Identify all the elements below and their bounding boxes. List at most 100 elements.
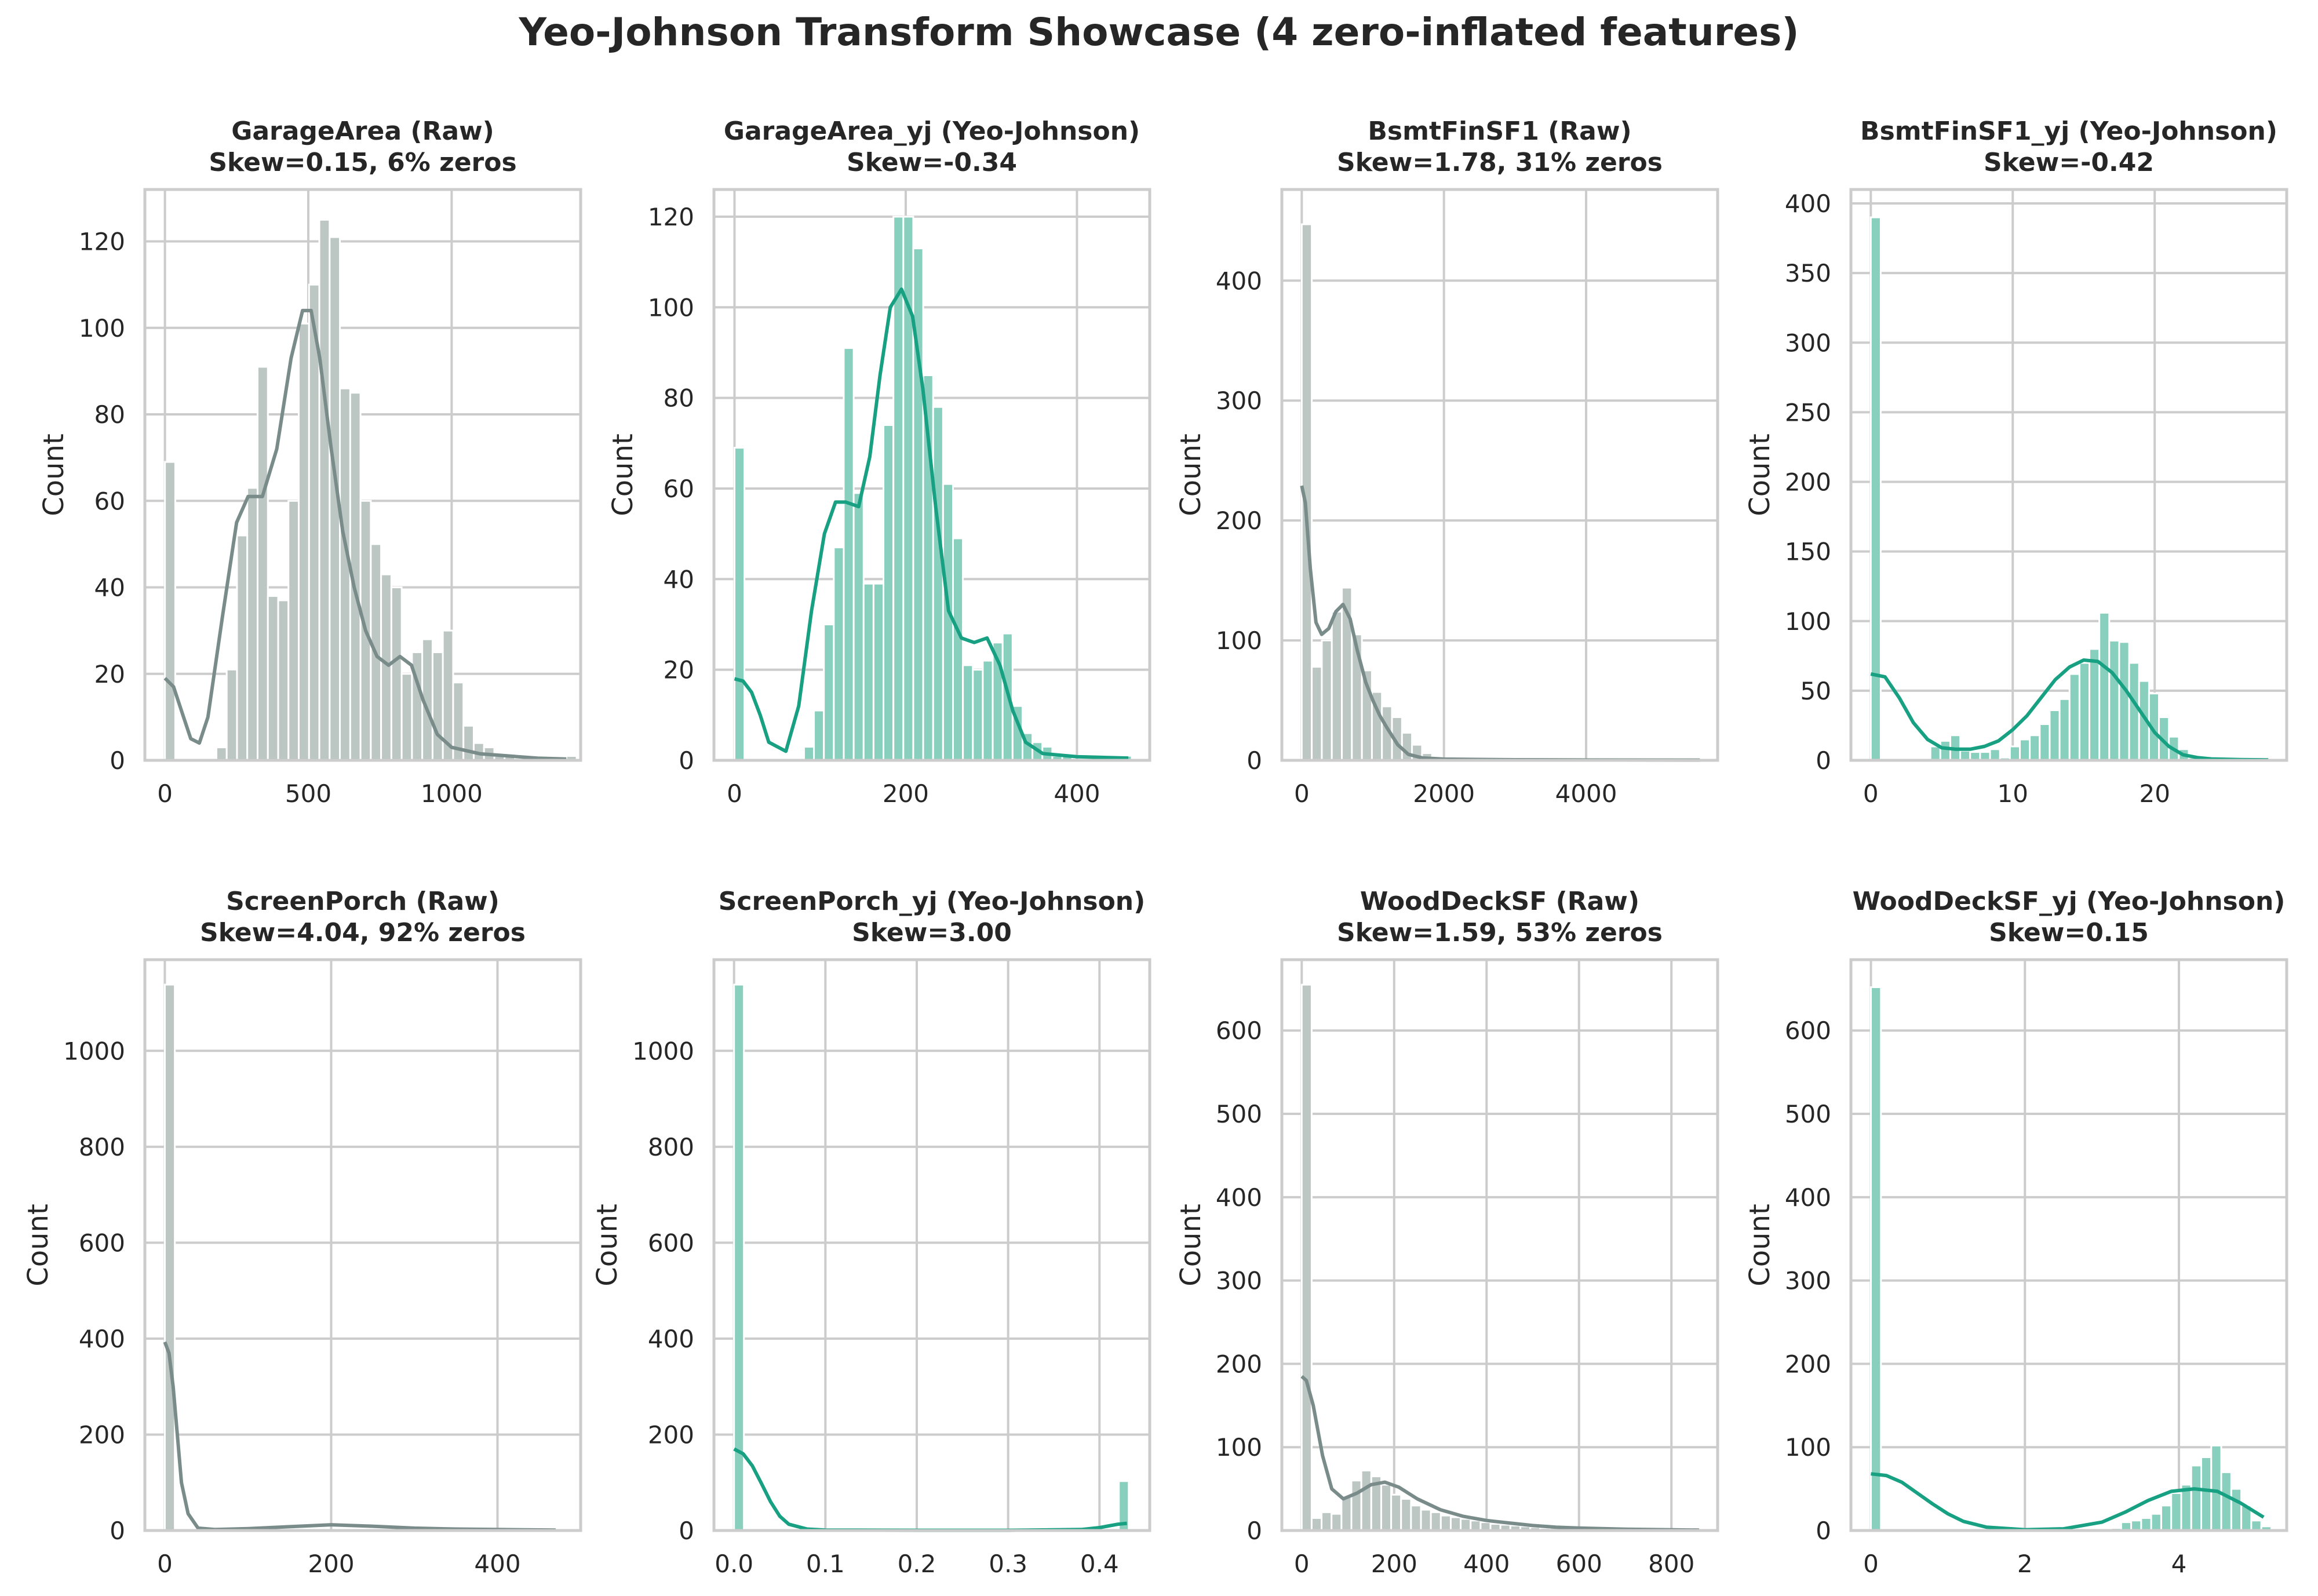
x-tick-label: 0 xyxy=(1294,779,1310,808)
y-tick-label: 300 xyxy=(1216,387,1262,415)
y-tick-label: 0 xyxy=(1247,1517,1262,1545)
subplot-title: WoodDeckSF (Raw) xyxy=(1360,887,1639,916)
subplot-title: BsmtFinSF1 (Raw) xyxy=(1368,116,1631,146)
x-tick-label: 1000 xyxy=(421,779,483,808)
y-tick-label: 100 xyxy=(1785,1433,1831,1462)
subplot-title: BsmtFinSF1_yj (Yeo-Johnson) xyxy=(1860,116,2277,146)
y-tick-label: 400 xyxy=(1785,1183,1831,1212)
histogram-bar xyxy=(813,709,825,761)
y-tick-label: 50 xyxy=(1801,677,1831,705)
y-tick-label: 600 xyxy=(79,1229,125,1257)
histogram-bar xyxy=(1390,1493,1402,1532)
subplot-subtitle: Skew=0.15 xyxy=(1989,918,2149,948)
x-tick-label: 0.2 xyxy=(898,1550,936,1578)
histogram-bar xyxy=(2039,723,2051,761)
histogram-bar xyxy=(2150,1513,2162,1532)
histogram-bar xyxy=(1870,986,1882,1532)
x-tick-label: 10 xyxy=(1998,779,2028,808)
histogram-bar xyxy=(883,424,895,761)
histogram-bar xyxy=(163,983,176,1532)
y-tick-label: 100 xyxy=(1785,607,1831,636)
histogram-bar xyxy=(952,537,964,761)
histogram-bar xyxy=(2058,698,2071,761)
x-tick-label: 0 xyxy=(1863,1550,1879,1578)
y-tick-label: 0 xyxy=(110,1517,125,1545)
y-tick-label: 100 xyxy=(1216,626,1262,655)
x-tick-label: 0 xyxy=(1294,1550,1310,1578)
y-tick-label: 200 xyxy=(79,1420,125,1449)
subplot-title: GarageArea_yj (Yeo-Johnson) xyxy=(724,116,1140,146)
x-tick-label: 200 xyxy=(883,779,929,808)
histogram-bar xyxy=(1331,1513,1343,1532)
y-axis-label: Count xyxy=(607,433,639,516)
histogram-bar xyxy=(1430,1511,1442,1532)
y-tick-label: 800 xyxy=(648,1133,694,1161)
y-tick-label: 1000 xyxy=(63,1037,125,1065)
kde-line xyxy=(733,1447,1127,1532)
axes-frame xyxy=(143,958,582,1532)
y-tick-label: 200 xyxy=(1785,1350,1831,1378)
histogram-bar xyxy=(932,406,944,761)
histogram-bar xyxy=(2210,1444,2222,1532)
histogram-bar xyxy=(2170,1492,2182,1532)
histogram-bar xyxy=(1311,666,1323,761)
histogram-bar xyxy=(164,461,176,761)
y-tick-label: 250 xyxy=(1785,398,1831,427)
y-tick-label: 60 xyxy=(94,487,125,515)
histogram-bar xyxy=(277,599,290,761)
subplot-subtitle: Skew=-0.34 xyxy=(847,148,1017,177)
y-tick-label: 400 xyxy=(1785,190,1831,218)
histogram-bar xyxy=(872,582,885,761)
axes-frame xyxy=(1849,188,2288,762)
y-tick-label: 300 xyxy=(1785,329,1831,357)
histogram-bar xyxy=(2089,648,2101,761)
subplot-7: 0 100 200 300 400 500 600 0 200 400 600 800 Count Woo… xyxy=(1175,887,1719,1578)
kde-line xyxy=(163,308,567,761)
histogram-bar xyxy=(1350,1480,1362,1532)
histogram-bar xyxy=(1929,745,1941,761)
subplot-8: 0 100 200 300 400 500 600 0 2 4 Count WoodDeckSF_yj… xyxy=(1744,887,2288,1578)
y-tick-label: 600 xyxy=(648,1229,694,1257)
x-tick-label: 0 xyxy=(727,779,742,808)
y-tick-label: 200 xyxy=(1216,507,1262,535)
x-tick-label: 20 xyxy=(2139,779,2170,808)
histogram-bar xyxy=(2068,673,2080,761)
y-tick-label: 80 xyxy=(94,400,125,429)
histogram-bar xyxy=(962,664,974,761)
histogram-bar xyxy=(236,534,249,761)
histogram-bar xyxy=(318,218,331,761)
y-tick-label: 0 xyxy=(1816,1517,1831,1545)
axes-frame xyxy=(143,188,582,762)
histogram-bar xyxy=(1869,216,1882,761)
histogram-bar xyxy=(1340,1496,1353,1532)
y-tick-label: 120 xyxy=(648,203,694,231)
y-axis-label: Count xyxy=(1175,433,1207,516)
histogram-bar xyxy=(1959,749,1971,761)
y-tick-label: 60 xyxy=(664,475,694,503)
histogram-bar xyxy=(2018,738,2031,761)
subplot-2: 0 20 40 60 80 100 120 0 200 400 Count GarageArea_yj… xyxy=(607,116,1151,808)
x-tick-label: 400 xyxy=(1463,1550,1510,1578)
y-tick-label: 100 xyxy=(79,314,125,342)
histogram-bar xyxy=(862,582,874,761)
y-tick-label: 40 xyxy=(94,574,125,602)
histogram-bar xyxy=(1439,1514,1452,1532)
histogram-bar xyxy=(803,746,815,761)
y-tick-label: 20 xyxy=(94,660,125,688)
subplot-subtitle: Skew=0.15, 6% zeros xyxy=(209,148,516,177)
histogram-bar xyxy=(2049,709,2061,761)
subplot-subtitle: Skew=-0.42 xyxy=(1984,148,2154,177)
x-tick-label: 800 xyxy=(1648,1550,1694,1578)
histogram-bar xyxy=(256,366,269,761)
y-tick-label: 600 xyxy=(1216,1016,1262,1045)
subplot-title: ScreenPorch_yj (Yeo-Johnson) xyxy=(719,887,1146,916)
histogram-bar xyxy=(1939,739,1951,761)
y-tick-label: 0 xyxy=(679,1517,694,1545)
histogram-bar xyxy=(1321,1511,1333,1532)
histogram-bar xyxy=(972,669,984,761)
y-tick-label: 200 xyxy=(1785,468,1831,497)
x-tick-label: 0.0 xyxy=(715,1550,753,1578)
subplot-subtitle: Skew=3.00 xyxy=(852,918,1012,948)
y-tick-label: 400 xyxy=(1216,1183,1262,1212)
